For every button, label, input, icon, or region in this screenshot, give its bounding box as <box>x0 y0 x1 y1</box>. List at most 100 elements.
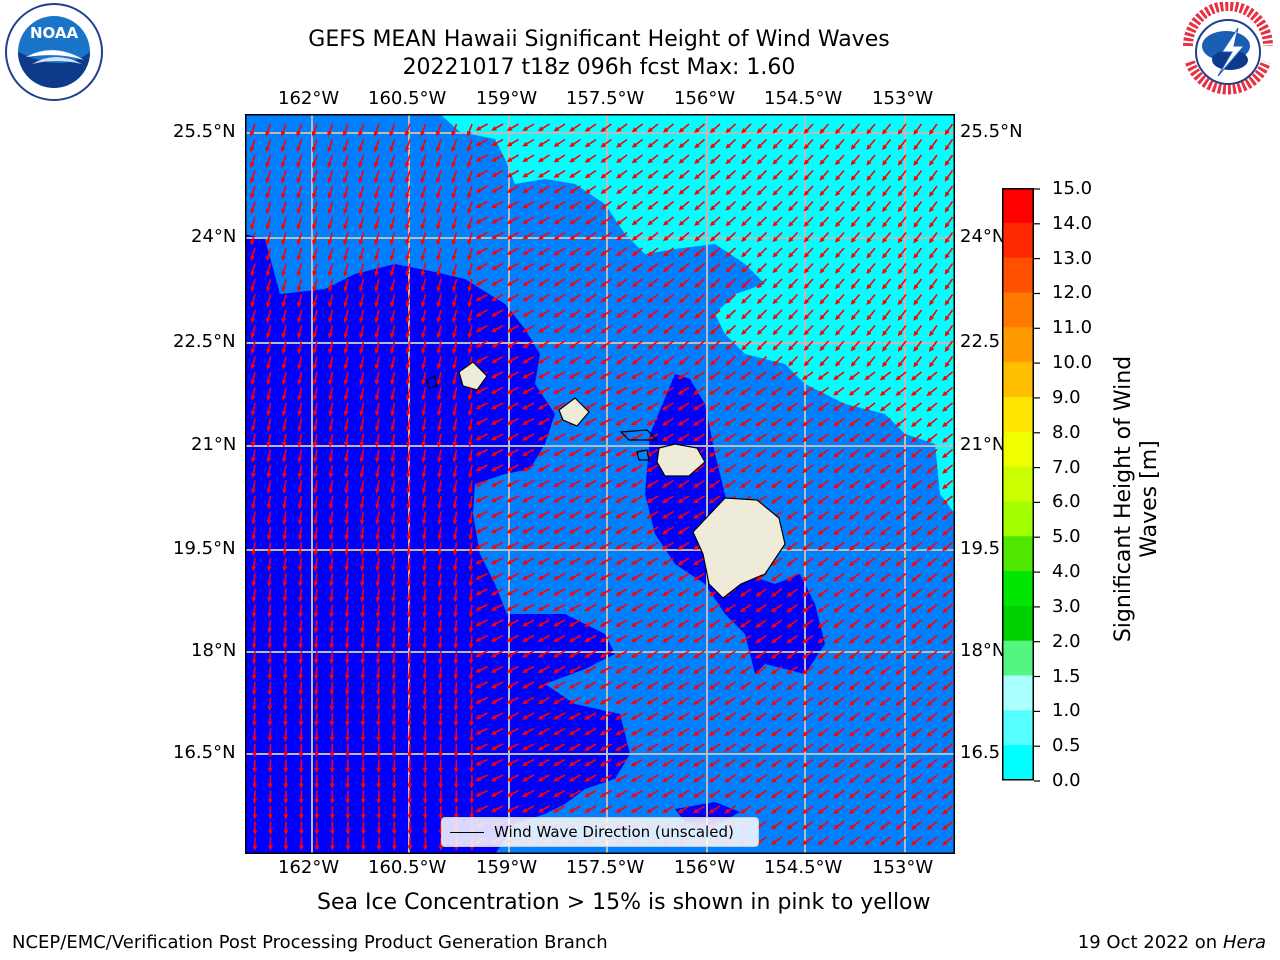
wind-arrow-head <box>833 716 839 722</box>
wind-arrow-head <box>490 714 497 720</box>
wind-arrow <box>631 727 643 736</box>
wind-arrow-head <box>344 596 350 603</box>
wind-arrow-head <box>437 550 443 556</box>
wind-arrow-head <box>661 684 668 690</box>
wind-arrow-head <box>296 270 302 277</box>
wind-arrow-head <box>521 652 528 658</box>
wind-arrow-head <box>283 767 289 774</box>
wind-arrow-head <box>297 441 303 448</box>
wind-arrow <box>253 728 256 741</box>
wind-arrow-head <box>895 499 901 505</box>
wind-arrow-head <box>584 420 590 426</box>
wind-arrow-head <box>375 581 381 588</box>
wind-arrow <box>439 759 442 772</box>
colorbar-tick-label: 0.0 <box>1052 770 1081 791</box>
wind-arrow <box>944 170 954 181</box>
wind-arrow-head <box>490 451 497 456</box>
wind-arrow-head <box>770 468 777 473</box>
wind-arrow-head <box>897 361 903 368</box>
wind-arrow <box>866 262 876 274</box>
wind-arrow-head <box>926 701 932 707</box>
wind-arrow-head <box>801 700 808 706</box>
wind-arrow-head <box>329 752 335 758</box>
wind-arrow-head <box>313 689 319 696</box>
wind-arrow <box>251 278 256 291</box>
wind-arrow-head <box>522 312 528 318</box>
wind-arrow-head <box>343 286 348 293</box>
wind-arrow-head <box>755 715 761 721</box>
wind-arrow-head <box>616 344 622 350</box>
wind-arrow <box>771 603 783 613</box>
lat-tick-left: 21°N <box>191 434 237 455</box>
wind-arrow-head <box>801 809 808 815</box>
wind-arrow-head <box>506 188 513 193</box>
wind-arrow <box>523 572 535 580</box>
wind-arrow-head <box>755 700 761 706</box>
wind-arrow <box>569 526 581 534</box>
wind-arrow <box>491 417 504 425</box>
wind-arrow-head <box>864 390 870 396</box>
wind-arrow-head <box>866 175 872 182</box>
wind-arrow-head <box>468 519 473 525</box>
wind-arrow-head <box>452 565 458 572</box>
wind-arrow-head <box>599 777 606 782</box>
wind-arrow <box>787 727 798 737</box>
wind-arrow <box>756 386 767 395</box>
wind-arrow-head <box>453 783 459 789</box>
wind-arrow-head <box>407 736 412 743</box>
wind-arrow <box>648 247 659 257</box>
wind-arrow <box>849 541 860 551</box>
wind-arrow <box>709 712 721 721</box>
wind-arrow <box>343 139 349 152</box>
wind-arrow-head <box>283 798 289 805</box>
wind-arrow <box>437 340 442 353</box>
wind-arrow-head <box>599 792 606 798</box>
wind-arrow-head <box>327 193 333 199</box>
wind-arrow-head <box>360 705 366 712</box>
wind-arrow-head <box>314 721 319 727</box>
wind-arrow <box>390 356 396 369</box>
wind-arrow-head <box>646 514 652 519</box>
wind-arrow <box>787 650 798 659</box>
wind-arrow <box>710 340 721 350</box>
wind-arrow-head <box>864 623 870 629</box>
wind-arrow-head <box>739 669 746 675</box>
wind-arrow <box>421 247 427 260</box>
wind-arrow-head <box>584 297 591 303</box>
wind-arrow <box>330 712 334 726</box>
wind-arrow-head <box>677 653 683 659</box>
wind-arrow-head <box>879 375 886 381</box>
wind-arrow <box>756 634 767 643</box>
wind-arrow-head <box>406 472 411 479</box>
wind-arrow <box>507 743 519 751</box>
wind-arrow-head <box>709 205 716 211</box>
wind-arrow-head <box>283 845 289 851</box>
wind-arrow <box>662 634 674 643</box>
wind-arrow-head <box>329 736 335 743</box>
wind-arrow-head <box>708 793 714 798</box>
wind-arrow <box>476 340 488 348</box>
wind-arrow-head <box>678 220 684 226</box>
wind-arrow <box>569 541 581 550</box>
wind-arrow-head <box>770 809 777 814</box>
wind-arrow <box>569 464 581 472</box>
wind-arrow <box>507 805 519 813</box>
wind-arrow-head <box>599 699 606 705</box>
wind-arrow <box>911 603 923 613</box>
wind-arrow-head <box>521 683 528 689</box>
wind-arrow <box>523 262 535 271</box>
wind-arrow-head <box>926 623 932 629</box>
wind-arrow <box>315 728 318 741</box>
wind-arrow-head <box>817 731 823 737</box>
wind-arrow-head <box>895 654 901 660</box>
wind-arrow-head <box>926 422 932 428</box>
wind-arrow <box>392 681 396 695</box>
wind-arrow-head <box>819 128 825 135</box>
wind-arrow-head <box>296 302 302 308</box>
wind-arrow-head <box>375 643 381 649</box>
colorbar-segment <box>1002 536 1034 572</box>
wind-arrow <box>740 464 752 473</box>
wind-arrow-head <box>693 700 699 705</box>
wind-arrow <box>942 417 954 427</box>
wind-arrow-head <box>298 674 304 681</box>
